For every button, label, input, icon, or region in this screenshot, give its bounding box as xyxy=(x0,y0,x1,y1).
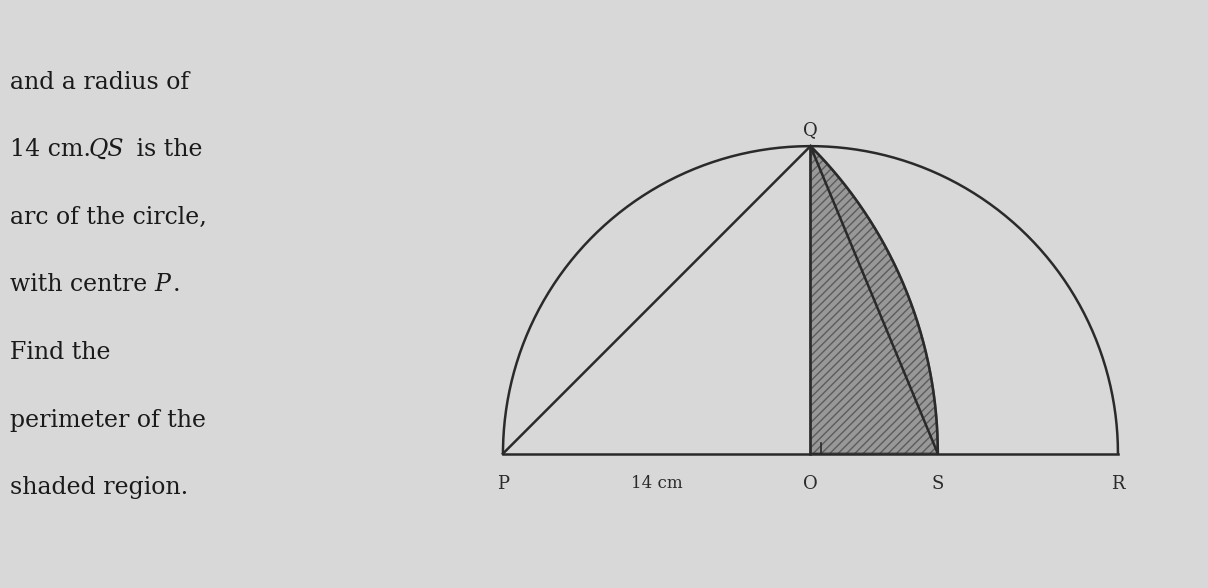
Text: 14 cm: 14 cm xyxy=(631,475,683,492)
Text: P: P xyxy=(496,475,509,493)
Text: Q: Q xyxy=(803,122,818,139)
Polygon shape xyxy=(811,146,937,453)
Text: perimeter of the: perimeter of the xyxy=(10,409,207,432)
Text: S: S xyxy=(931,475,943,493)
Text: and a radius of: and a radius of xyxy=(10,71,190,93)
Text: arc of the circle,: arc of the circle, xyxy=(10,206,207,229)
Text: with centre: with centre xyxy=(10,273,155,296)
Text: shaded region.: shaded region. xyxy=(10,476,188,499)
Text: is the: is the xyxy=(129,138,203,161)
Text: R: R xyxy=(1111,475,1125,493)
Text: .: . xyxy=(173,273,180,296)
Text: O: O xyxy=(803,475,818,493)
Text: P: P xyxy=(155,273,170,296)
Polygon shape xyxy=(811,146,937,453)
Text: QS: QS xyxy=(88,138,124,161)
Text: Find the: Find the xyxy=(10,341,111,364)
Text: 14 cm.: 14 cm. xyxy=(10,138,99,161)
